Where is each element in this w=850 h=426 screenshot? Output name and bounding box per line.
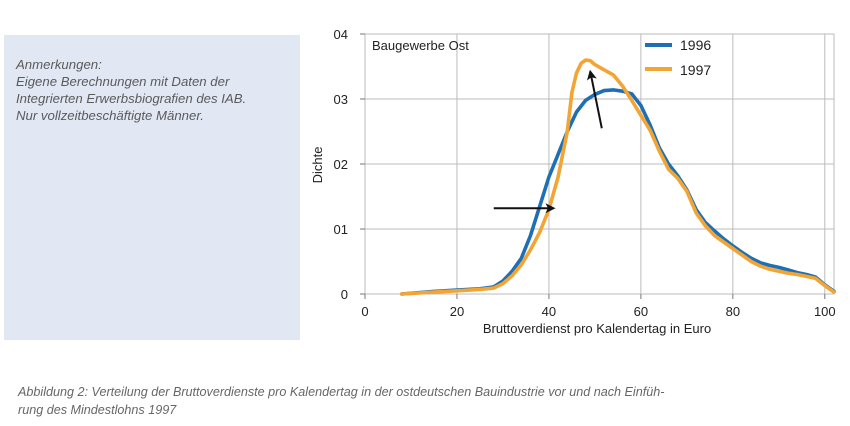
- figure-caption: Abbildung 2: Verteilung der Bruttoverdie…: [18, 383, 818, 419]
- notes-line: Integrierten Erwerbsbiografien des IAB.: [16, 91, 247, 106]
- series-lines: [399, 58, 836, 296]
- legend-label-1996: 1996: [680, 37, 711, 53]
- caption-line: Abbildung 2: Verteilung der Bruttoverdie…: [18, 385, 665, 399]
- notes-text: Anmerkungen: Eigene Berechnungen mit Dat…: [16, 56, 288, 124]
- y-tick-label: 04: [334, 27, 348, 42]
- y-tick-label: 02: [334, 157, 348, 172]
- notes-line: Nur vollzeitbeschäftigte Männer.: [16, 108, 204, 123]
- x-axis-label: Bruttoverdienst pro Kalendertag in Euro: [483, 321, 711, 336]
- chart-title: Baugewerbe Ost: [372, 38, 469, 53]
- axis-ticks: 0 20 40 60 80 100 0 01 02 03 04: [334, 27, 836, 319]
- caption-line: rung des Mindestlohns 1997: [18, 403, 177, 417]
- annotation-arrows: [493, 69, 603, 214]
- x-tick-label: 100: [814, 304, 836, 319]
- x-tick-label: 80: [726, 304, 740, 319]
- annotation-arrow: [586, 69, 603, 129]
- series-line-1997: [399, 58, 836, 296]
- x-tick-label: 0: [361, 304, 368, 319]
- notes-heading: Anmerkungen:: [16, 57, 102, 72]
- series-line-1996: [399, 88, 836, 296]
- y-tick-label: 03: [334, 92, 348, 107]
- x-tick-label: 60: [634, 304, 648, 319]
- legend-label-1997: 1997: [680, 62, 711, 78]
- y-tick-label: 0: [341, 287, 348, 302]
- chart-legend: 1996 1997: [645, 37, 711, 78]
- notes-panel: [4, 35, 300, 340]
- y-axis-label: Dichte: [310, 147, 325, 184]
- grid-lines: [365, 33, 834, 294]
- y-tick-label: 01: [334, 222, 348, 237]
- x-tick-label: 40: [542, 304, 556, 319]
- notes-line: Eigene Berechnungen mit Daten der: [16, 74, 230, 89]
- x-tick-label: 20: [450, 304, 464, 319]
